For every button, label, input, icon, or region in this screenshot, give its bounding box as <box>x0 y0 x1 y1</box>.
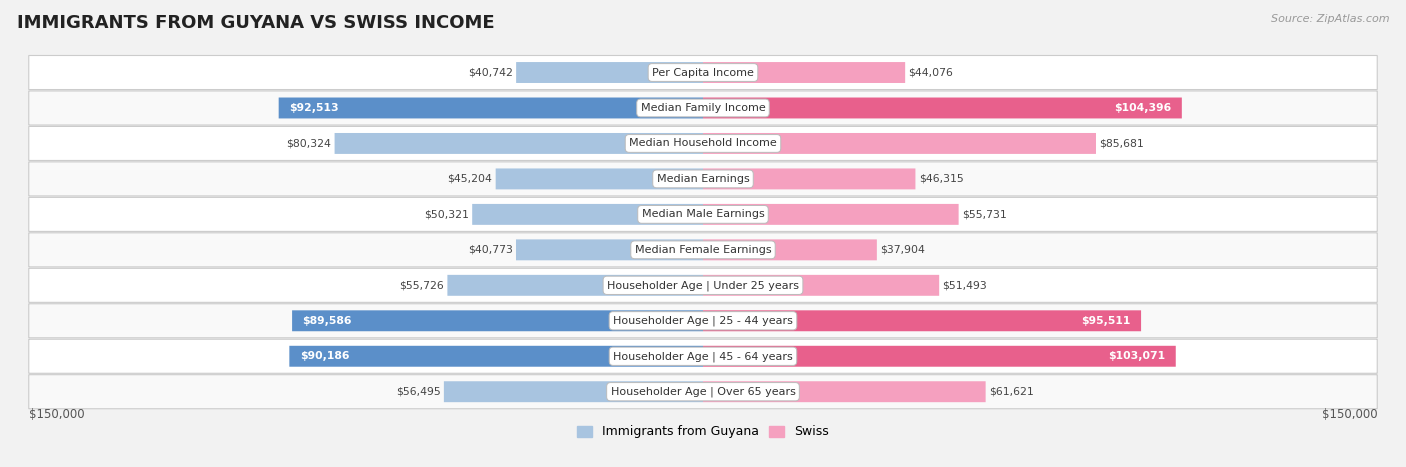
Text: $51,493: $51,493 <box>942 280 987 290</box>
Text: $46,315: $46,315 <box>920 174 963 184</box>
FancyBboxPatch shape <box>703 62 905 83</box>
Text: $37,904: $37,904 <box>880 245 925 255</box>
FancyBboxPatch shape <box>28 91 1378 125</box>
FancyBboxPatch shape <box>28 375 1378 409</box>
Legend: Immigrants from Guyana, Swiss: Immigrants from Guyana, Swiss <box>572 420 834 444</box>
FancyBboxPatch shape <box>290 346 703 367</box>
FancyBboxPatch shape <box>703 169 915 190</box>
Text: $95,511: $95,511 <box>1081 316 1130 326</box>
Text: Median Family Income: Median Family Income <box>641 103 765 113</box>
Text: $61,621: $61,621 <box>988 387 1033 397</box>
FancyBboxPatch shape <box>703 346 1175 367</box>
FancyBboxPatch shape <box>28 127 1378 161</box>
Text: Median Female Earnings: Median Female Earnings <box>634 245 772 255</box>
Text: $50,321: $50,321 <box>423 209 468 219</box>
FancyBboxPatch shape <box>28 56 1378 90</box>
FancyBboxPatch shape <box>28 339 1378 373</box>
Text: $90,186: $90,186 <box>299 351 349 361</box>
FancyBboxPatch shape <box>516 62 703 83</box>
Text: $55,731: $55,731 <box>962 209 1007 219</box>
FancyBboxPatch shape <box>278 98 703 119</box>
Text: $103,071: $103,071 <box>1108 351 1166 361</box>
FancyBboxPatch shape <box>335 133 703 154</box>
Text: $89,586: $89,586 <box>302 316 352 326</box>
Text: Median Earnings: Median Earnings <box>657 174 749 184</box>
Text: $85,681: $85,681 <box>1099 138 1144 149</box>
FancyBboxPatch shape <box>703 204 959 225</box>
Text: Householder Age | 25 - 44 years: Householder Age | 25 - 44 years <box>613 316 793 326</box>
FancyBboxPatch shape <box>28 304 1378 338</box>
Text: $55,726: $55,726 <box>399 280 444 290</box>
FancyBboxPatch shape <box>447 275 703 296</box>
Text: Per Capita Income: Per Capita Income <box>652 68 754 78</box>
Text: Householder Age | 45 - 64 years: Householder Age | 45 - 64 years <box>613 351 793 361</box>
Text: $150,000: $150,000 <box>28 408 84 421</box>
Text: $104,396: $104,396 <box>1115 103 1171 113</box>
FancyBboxPatch shape <box>28 198 1378 232</box>
Text: Householder Age | Under 25 years: Householder Age | Under 25 years <box>607 280 799 290</box>
Text: IMMIGRANTS FROM GUYANA VS SWISS INCOME: IMMIGRANTS FROM GUYANA VS SWISS INCOME <box>17 14 495 32</box>
Text: Median Male Earnings: Median Male Earnings <box>641 209 765 219</box>
FancyBboxPatch shape <box>472 204 703 225</box>
FancyBboxPatch shape <box>28 233 1378 267</box>
FancyBboxPatch shape <box>703 311 1142 331</box>
FancyBboxPatch shape <box>703 98 1182 119</box>
FancyBboxPatch shape <box>703 275 939 296</box>
Text: Source: ZipAtlas.com: Source: ZipAtlas.com <box>1271 14 1389 24</box>
FancyBboxPatch shape <box>703 133 1097 154</box>
FancyBboxPatch shape <box>703 240 877 260</box>
FancyBboxPatch shape <box>444 381 703 402</box>
Text: Householder Age | Over 65 years: Householder Age | Over 65 years <box>610 387 796 397</box>
FancyBboxPatch shape <box>496 169 703 190</box>
FancyBboxPatch shape <box>292 311 703 331</box>
Text: $92,513: $92,513 <box>290 103 339 113</box>
Text: $44,076: $44,076 <box>908 68 953 78</box>
FancyBboxPatch shape <box>28 269 1378 302</box>
Text: $40,742: $40,742 <box>468 68 513 78</box>
Text: $56,495: $56,495 <box>395 387 440 397</box>
Text: $80,324: $80,324 <box>287 138 332 149</box>
Text: $40,773: $40,773 <box>468 245 513 255</box>
FancyBboxPatch shape <box>703 381 986 402</box>
Text: Median Household Income: Median Household Income <box>628 138 778 149</box>
FancyBboxPatch shape <box>516 240 703 260</box>
FancyBboxPatch shape <box>28 162 1378 196</box>
Text: $150,000: $150,000 <box>1322 408 1378 421</box>
Text: $45,204: $45,204 <box>447 174 492 184</box>
